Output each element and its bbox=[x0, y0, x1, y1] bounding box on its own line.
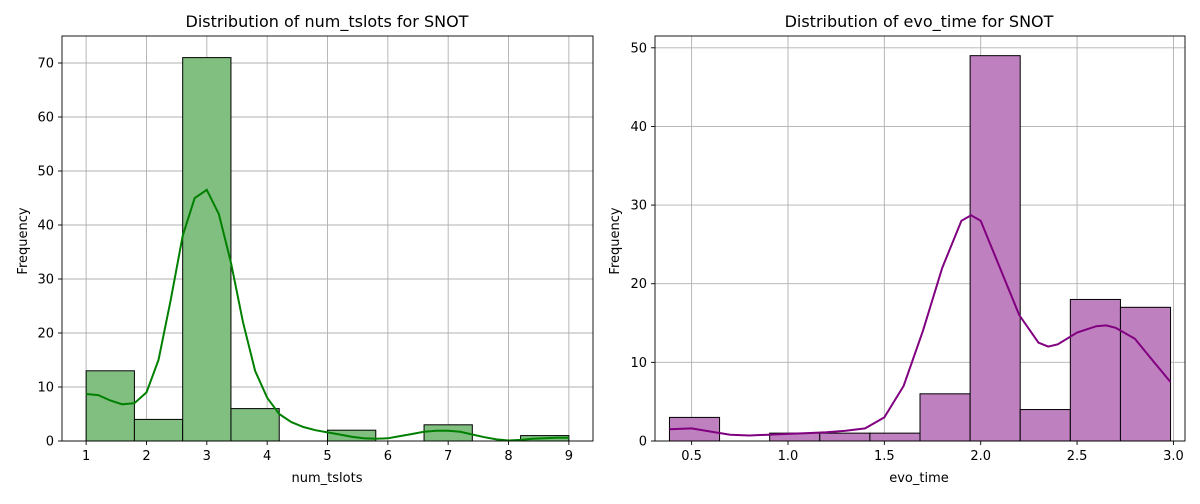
x-tick-label: 2.0 bbox=[970, 449, 991, 464]
evo-time-histogram-panel: Distribution of evo_time for SNOT evo_ti… bbox=[608, 12, 1186, 486]
x-tick-label: 3 bbox=[203, 449, 211, 464]
y-ticks: 0 10 20 30 40 50 bbox=[630, 41, 655, 450]
chart-title: Distribution of evo_time for SNOT bbox=[785, 12, 1054, 32]
x-tick-label: 6 bbox=[384, 449, 392, 464]
y-tick-label: 70 bbox=[37, 57, 54, 72]
y-tick-label: 0 bbox=[639, 435, 647, 450]
x-tick-label: 7 bbox=[444, 449, 452, 464]
histogram-bar bbox=[1119, 306, 1172, 442]
bars bbox=[668, 55, 1172, 442]
x-tick-label: 3.0 bbox=[1163, 449, 1184, 464]
y-tick-label: 30 bbox=[37, 273, 54, 288]
y-tick-label: 40 bbox=[630, 120, 647, 135]
y-ticks: 0 10 20 30 40 50 60 70 bbox=[37, 57, 62, 450]
y-axis-label: Frequency bbox=[16, 207, 31, 274]
histogram-bar bbox=[819, 432, 871, 442]
y-axis-label: Frequency bbox=[608, 207, 623, 274]
histogram-bar bbox=[230, 408, 280, 442]
histogram-bar bbox=[1069, 298, 1121, 442]
y-tick-label: 30 bbox=[630, 199, 647, 214]
x-tick-label: 9 bbox=[565, 449, 573, 464]
histogram-bar bbox=[969, 55, 1021, 442]
y-tick-label: 20 bbox=[37, 327, 54, 342]
histogram-bar bbox=[85, 370, 135, 442]
y-tick-label: 10 bbox=[630, 356, 647, 371]
x-axis-label: evo_time bbox=[889, 471, 949, 486]
kde-curve bbox=[669, 214, 1172, 437]
y-tick-label: 60 bbox=[37, 111, 54, 126]
kde-curve bbox=[86, 188, 569, 442]
chart-title: Distribution of num_tslots for SNOT bbox=[186, 12, 469, 32]
histogram-bar bbox=[1019, 409, 1071, 442]
x-tick-label: 8 bbox=[504, 449, 512, 464]
x-tick-label: 2 bbox=[142, 449, 150, 464]
x-tick-label: 5 bbox=[323, 449, 331, 464]
histogram-bar bbox=[869, 432, 921, 442]
y-tick-label: 50 bbox=[37, 165, 54, 180]
y-tick-label: 40 bbox=[37, 219, 54, 234]
y-tick-label: 50 bbox=[630, 41, 647, 56]
x-tick-label: 0.5 bbox=[681, 449, 702, 464]
x-axis-label: num_tslots bbox=[292, 471, 363, 486]
histogram-bar bbox=[182, 57, 232, 442]
grid bbox=[62, 36, 593, 442]
x-tick-label: 2.5 bbox=[1067, 449, 1088, 464]
histogram-bar bbox=[133, 418, 184, 442]
y-tick-label: 0 bbox=[46, 435, 54, 450]
x-tick-label: 1.5 bbox=[874, 449, 895, 464]
x-tick-label: 4 bbox=[263, 449, 271, 464]
y-tick-label: 20 bbox=[630, 277, 647, 292]
x-ticks: 1 2 3 4 5 6 7 8 9 bbox=[82, 441, 573, 464]
x-tick-label: 1.0 bbox=[778, 449, 799, 464]
num-tslots-histogram-panel: Distribution of num_tslots for SNOT num_… bbox=[16, 12, 594, 486]
histogram-bar bbox=[919, 393, 971, 442]
x-ticks: 0.5 1.0 1.5 2.0 2.5 3.0 bbox=[681, 441, 1184, 464]
x-tick-label: 1 bbox=[82, 449, 90, 464]
plot-frame bbox=[654, 35, 1186, 442]
y-tick-label: 10 bbox=[37, 381, 54, 396]
